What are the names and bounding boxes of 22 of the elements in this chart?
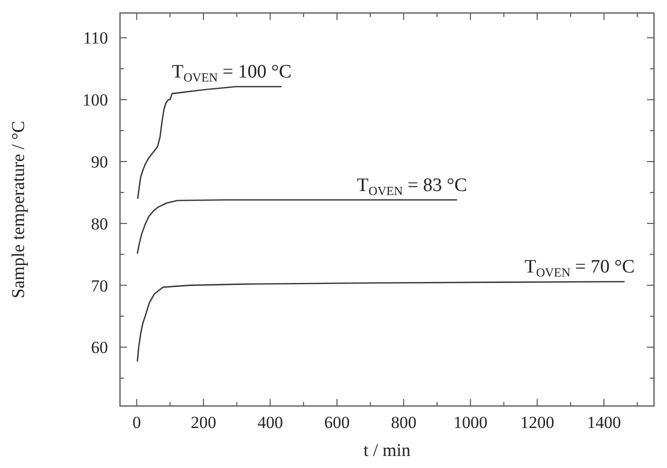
y-tick-label: 60 — [91, 338, 108, 358]
x-axis-title: t / min — [363, 440, 411, 460]
x-tick-label: 400 — [257, 413, 283, 432]
series-label: T$_{OVEN}$ = 70 °C — [524, 256, 635, 280]
y-axis-title: Sample temperature / °C — [8, 120, 28, 298]
y-tick-label: 70 — [91, 276, 108, 296]
x-tick-label: 1000 — [453, 413, 488, 432]
x-tick-label: 600 — [324, 413, 350, 432]
y-tick-label: 110 — [83, 28, 108, 48]
x-tick-label: 1400 — [586, 413, 621, 432]
line-series — [137, 86, 282, 200]
x-tick-label: 800 — [390, 413, 416, 432]
series-label: T$_{OVEN}$ = 83 °C — [356, 174, 468, 198]
x-tick-label: 0 — [132, 413, 141, 432]
x-tick-label: 200 — [190, 413, 216, 432]
y-tick-label: 100 — [82, 90, 108, 110]
line-series — [136, 199, 458, 254]
line-series — [136, 280, 626, 362]
y-tick-label: 80 — [91, 214, 108, 234]
y-tick-label: 90 — [91, 152, 108, 172]
series-label: T$_{OVEN}$ = 100 °C — [172, 62, 292, 84]
x-tick-label: 1200 — [520, 413, 554, 432]
